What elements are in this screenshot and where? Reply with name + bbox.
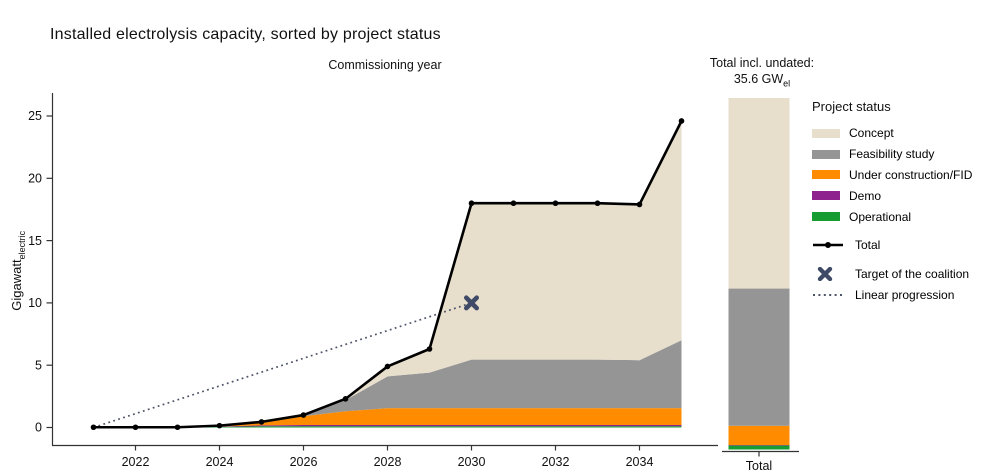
legend-item-demo: Demo [812,185,998,206]
feasibility-swatch-icon [812,149,840,159]
legend-title: Project status [812,99,891,114]
legend-item-label: Linear progression [855,287,955,302]
legend-item-label: Operational [849,209,912,224]
total-line-icon [812,240,846,250]
linear-progression-line [93,302,472,429]
y-axis-title-main: Gigawatt [9,259,25,311]
total-point [132,424,139,431]
legend-item-label: Feasibility study [849,147,935,162]
total-point [510,200,517,207]
total-bar-annotation-line1: Total incl. undated: [709,56,815,70]
area-concept [93,120,682,428]
x-tick-label: 2028 [374,455,402,469]
total-bar-segment-operational [728,445,790,450]
y-tick-label: 10 [28,296,42,310]
total-point [678,118,685,124]
legend-item-operational: Operational [812,206,998,227]
dotted-line-icon [812,290,846,300]
demo-swatch-icon [812,191,840,201]
legend-item-concept: Concept [812,123,998,144]
legend-item-linear: Linear progression [812,285,998,306]
y-tick-label: 5 [35,358,42,372]
total-point [300,412,307,418]
y-tick-label: 25 [28,109,42,123]
x-tick-label: 2026 [290,455,318,469]
y-tick-label: 0 [35,421,42,435]
under-construction-swatch-icon [812,170,840,180]
legend-item-label: Concept [849,126,894,141]
total-point [258,419,265,425]
total-bar-annotation: Total incl. undated: 35.6 GWel [698,55,826,92]
area-demo [93,425,682,428]
legend-item-target: Target of the coalition [812,264,998,285]
x-tick-label: 2022 [122,455,150,469]
total-bar-segment-under-construction-fid [728,425,790,446]
y-axis-title: Gigawattelectric [9,211,27,331]
legend-item-label: Under construction/FID [849,167,973,182]
concept-swatch-icon [812,128,840,138]
target-x-icon [812,267,846,282]
legend-item-label: Demo [849,188,882,203]
total-point [384,363,391,370]
total-point [174,424,181,431]
area-feasibility-study [93,340,682,428]
x-tick-label: 2032 [542,455,570,469]
total-point [342,396,349,402]
y-tick-label: 15 [28,234,42,248]
bar-tick-label: Total [746,459,772,473]
total-bar-segment-concept [728,98,790,289]
x-tick-label: 2024 [206,455,234,469]
y-axis-title-sub: electric [16,230,27,260]
total-bar-segment-feasibility-study [728,288,790,426]
total-point [468,200,475,207]
x-axis-title: Commissioning year [328,58,442,72]
x-tick-label: 2030 [458,455,486,469]
legend-item-label: Target of the coalition [855,267,970,282]
area-under-construction-fid [93,408,682,428]
legend: Project status Concept Feasibility study… [812,99,998,305]
total-point [636,201,643,208]
total-point [216,422,223,429]
area-operational [93,426,682,428]
legend-item-total: Total [812,235,998,256]
legend-item-feasibility: Feasibility study [812,144,998,165]
total-bar-annotation-unit-sub: el [783,78,791,89]
page-title: Installed electrolysis capacity, sorted … [50,26,441,43]
total-bar-annotation-value: 35.6 GW [733,72,784,86]
total-point [594,200,601,207]
legend-item-under-construction: Under construction/FID [812,165,998,186]
legend-item-label: Total [855,238,881,253]
operational-swatch-icon [812,212,840,222]
x-tick-label: 2034 [626,455,654,469]
total-point [552,200,559,207]
total-point [426,346,433,352]
total-point [90,424,97,431]
y-tick-label: 20 [28,172,42,186]
target-x-marker [464,295,479,311]
